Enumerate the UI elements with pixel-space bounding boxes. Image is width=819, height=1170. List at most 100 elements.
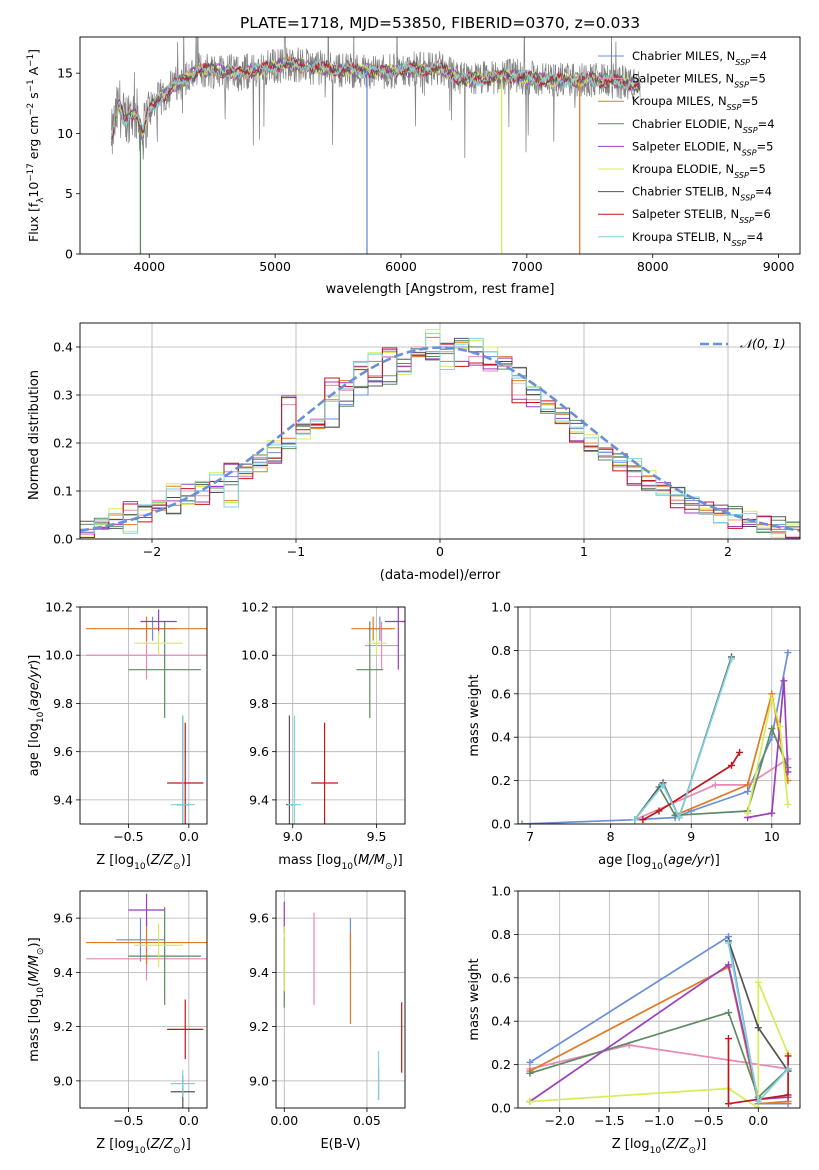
label-part: )] [27, 937, 42, 947]
panel-spectrum: 4000 5000 6000 7000 8000 9000 0 5 10 15 wavelength… [26, 36, 801, 297]
mass-weight-line [529, 981, 789, 1108]
panel-age-vs-metallicity: −0.5 0.09.49.69.810.010.2Z [log10(Z/Z⊙)]a… [27, 600, 208, 872]
error-bar-point [311, 722, 338, 824]
mass-weight-marker [526, 1097, 534, 1105]
y-tick-label: 0.1 [53, 484, 73, 499]
y-tick-label: 0.3 [53, 388, 73, 403]
y-tick-label: 10 [57, 126, 73, 141]
error-bar-point [134, 631, 183, 656]
mass-weight-marker [725, 961, 733, 969]
mass-weight-marker [518, 820, 526, 824]
label-part: )] [27, 655, 42, 665]
mass-weight-marker [754, 1097, 762, 1105]
plot-area [286, 607, 405, 824]
y-axis-label: Normed distribution [27, 370, 42, 500]
mass-weight-marker [784, 649, 792, 657]
mass-weight-marker [526, 1069, 534, 1077]
axes-frame [517, 890, 801, 1109]
mass-weight-marker [780, 677, 788, 685]
mass-weight-marker [784, 768, 792, 776]
mass-weight-marker [784, 1065, 792, 1073]
y-tick-label: 10.0 [241, 648, 269, 663]
legend-entry: Chabrier MILES, NSSP=4 [632, 49, 767, 67]
x-tick-label: 5000 [259, 259, 291, 274]
plot-area [86, 609, 207, 824]
y-tick-label: 9.6 [53, 744, 73, 759]
label-part: age/yr [668, 853, 711, 868]
panel-mass-vs-extinction: 0.00 0.05 9.0 9.2 9.4 9.6 E(B-V) [249, 890, 406, 1152]
error-bar-point [356, 621, 384, 718]
label-part: =4 [746, 230, 763, 244]
plot-area [86, 893, 207, 1108]
error-bar-point [170, 1070, 195, 1098]
legend-entry: Chabrier STELIB, NSSP=4 [632, 185, 772, 203]
axes-frame [517, 606, 801, 825]
label-part: ⊙ [173, 1146, 181, 1156]
error-bar-point [167, 999, 204, 1060]
y-axis-label: Flux [fλ10−17 erg cm−2 s−1 A−1] [26, 49, 46, 242]
y-tick-label: 9.4 [249, 965, 269, 980]
label-part: =4 [750, 49, 767, 63]
label-part: =5 [741, 94, 758, 108]
error-bar-point [128, 893, 165, 927]
plot-area [518, 649, 792, 824]
x-tick-label: 7000 [511, 259, 543, 274]
label-part: Z [log [96, 853, 134, 868]
label-part: Salpeter ELODIE, N [632, 139, 742, 153]
label-part: −1 [26, 79, 36, 92]
mass-weight-line [529, 1011, 789, 1099]
x-tick-label: −0.5 [113, 1113, 143, 1128]
label-part: ] [26, 49, 41, 54]
x-tick-label: 8000 [637, 259, 669, 274]
mass-weight-line [529, 963, 789, 1103]
mass-weight-marker [768, 809, 776, 817]
mass-weight-marker [784, 1091, 792, 1099]
label-part: ⊙ [173, 862, 181, 872]
panel-residuals: −2 −1 0 1 2 0.0 0.1 0.2 0.3 0.4 (data-model)/error… [27, 322, 801, 583]
mass-weight-marker [736, 748, 744, 756]
mass-weight-marker [744, 781, 752, 789]
label-part: −2 [26, 103, 36, 116]
legend-entry: Salpeter STELIB, NSSP=6 [632, 207, 771, 225]
y-axis-label: age [log10(age/yr)] [27, 655, 46, 777]
y-tick-label: 0.4 [491, 730, 511, 745]
label-part: ( [146, 1137, 151, 1152]
x-tick-label: 0.05 [353, 1113, 381, 1128]
axes-frame [275, 606, 406, 825]
label-part: =5 [749, 162, 766, 176]
mass-weight-marker [655, 807, 663, 815]
label-part: Kroupa ELODIE, N [632, 162, 734, 176]
error-bar-point [86, 920, 207, 965]
x-tick-label: 4000 [133, 259, 165, 274]
label-part: 10 [36, 987, 46, 999]
label-part: SSP [734, 171, 749, 180]
label-part: 10 [134, 862, 146, 872]
x-axis-label: (data-model)/error [380, 568, 501, 583]
y-tick-label: 9.4 [53, 965, 73, 980]
axes-frame [79, 890, 208, 1109]
label-part: 10 [651, 862, 663, 872]
y-tick-label: 0.2 [53, 436, 73, 451]
y-tick-label: 0.6 [491, 970, 511, 985]
label-part: Z/Z [150, 853, 174, 868]
label-part: Chabrier ELODIE, N [632, 117, 743, 131]
y-tick-label: 9.6 [249, 744, 269, 759]
label-part: ( [663, 853, 668, 868]
label-part: 10 [134, 1146, 146, 1156]
legend-entry: Kroupa ELODIE, NSSP=5 [632, 162, 766, 180]
y-tick-label: 0.4 [53, 340, 73, 355]
mass-weight-marker [728, 655, 736, 663]
y-tick-label: 0.0 [53, 532, 73, 547]
y-tick-label: 0 [65, 247, 73, 262]
legend-entry: Kroupa MILES, NSSP=5 [632, 94, 758, 112]
x-tick-label: −0.5 [113, 829, 143, 844]
label-part: Kroupa MILES, N [632, 94, 727, 108]
y-tick-label: 10.0 [45, 648, 73, 663]
x-tick-label: 0.0 [179, 829, 199, 844]
label-part: SSP [739, 216, 754, 225]
mass-weight-marker [675, 813, 683, 821]
label-part: M/M [27, 955, 42, 982]
mass-weight-line [746, 697, 789, 814]
x-tick-label: 6000 [385, 259, 417, 274]
label-part: )] [393, 853, 403, 868]
